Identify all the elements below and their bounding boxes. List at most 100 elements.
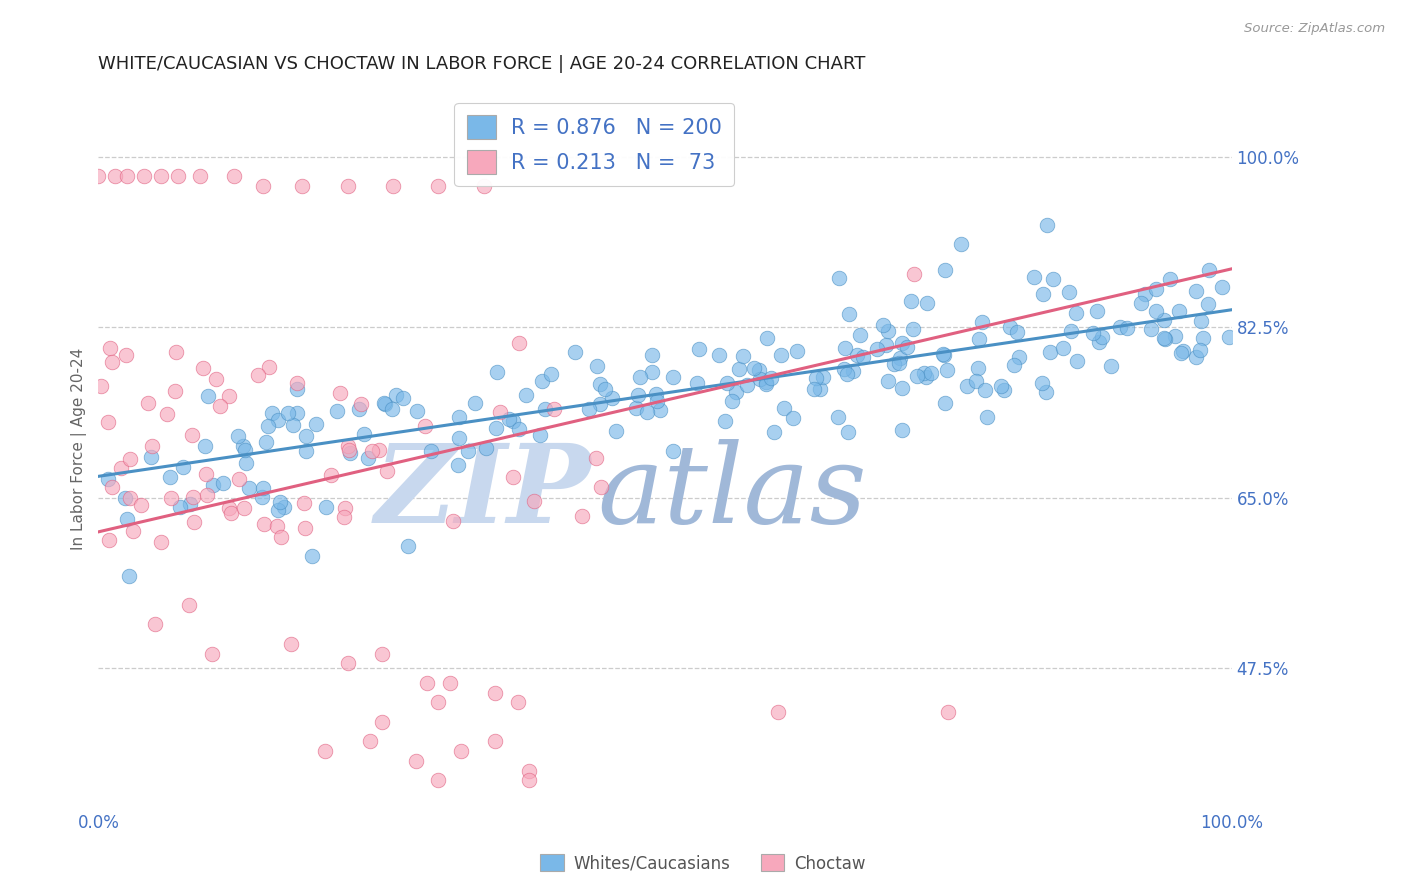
- Point: [336, 657, 359, 671]
- Point: [256, 419, 278, 434]
- Point: [143, 617, 166, 632]
- Point: [1064, 306, 1087, 320]
- Point: [413, 418, 436, 433]
- Point: [515, 388, 537, 402]
- Point: [903, 322, 925, 336]
- Point: [353, 426, 375, 441]
- Point: [756, 331, 779, 345]
- Point: [770, 348, 793, 362]
- Point: [204, 372, 226, 386]
- Point: [122, 524, 145, 538]
- Point: [333, 500, 356, 515]
- Point: [233, 443, 256, 458]
- Point: [374, 396, 396, 410]
- Point: [149, 169, 172, 184]
- Point: [834, 341, 856, 355]
- Point: [110, 460, 132, 475]
- Point: [488, 405, 510, 419]
- Point: [201, 647, 224, 661]
- Point: [1144, 303, 1167, 318]
- Point: [232, 440, 254, 454]
- Point: [748, 371, 770, 385]
- Point: [786, 343, 808, 358]
- Point: [517, 764, 540, 778]
- Point: [262, 406, 284, 420]
- Point: [605, 424, 627, 438]
- Point: [564, 345, 586, 359]
- Point: [396, 540, 419, 554]
- Point: [165, 384, 187, 399]
- Point: [508, 335, 530, 350]
- Point: [934, 262, 956, 277]
- Point: [828, 271, 851, 285]
- Text: Source: ZipAtlas.com: Source: ZipAtlas.com: [1244, 22, 1385, 36]
- Point: [877, 374, 900, 388]
- Point: [993, 383, 1015, 397]
- Point: [998, 320, 1021, 334]
- Point: [1052, 341, 1074, 355]
- Point: [484, 734, 506, 748]
- Point: [644, 386, 666, 401]
- Point: [742, 361, 765, 376]
- Point: [1198, 262, 1220, 277]
- Point: [406, 404, 429, 418]
- Point: [120, 451, 142, 466]
- Point: [392, 391, 415, 405]
- Point: [115, 348, 138, 362]
- Point: [90, 378, 112, 392]
- Point: [970, 315, 993, 329]
- Point: [508, 422, 530, 436]
- Point: [339, 446, 361, 460]
- Point: [228, 429, 250, 443]
- Text: ZIP: ZIP: [375, 439, 592, 546]
- Point: [523, 493, 546, 508]
- Point: [1081, 326, 1104, 340]
- Point: [1144, 282, 1167, 296]
- Point: [277, 406, 299, 420]
- Point: [1185, 284, 1208, 298]
- Point: [270, 530, 292, 544]
- Point: [586, 359, 609, 374]
- Point: [1197, 296, 1219, 310]
- Point: [212, 476, 235, 491]
- Point: [589, 397, 612, 411]
- Point: [100, 341, 122, 355]
- Point: [707, 348, 730, 362]
- Point: [208, 400, 231, 414]
- Point: [484, 685, 506, 699]
- Point: [447, 431, 470, 445]
- Point: [1140, 321, 1163, 335]
- Point: [640, 348, 662, 362]
- Point: [1091, 330, 1114, 344]
- Point: [543, 402, 565, 417]
- Point: [1159, 272, 1181, 286]
- Point: [360, 444, 382, 458]
- Point: [967, 332, 990, 346]
- Point: [772, 401, 794, 415]
- Point: [1218, 330, 1240, 344]
- Point: [120, 491, 142, 505]
- Point: [218, 389, 240, 403]
- Point: [177, 598, 200, 612]
- Point: [472, 179, 495, 194]
- Point: [837, 367, 859, 381]
- Point: [852, 350, 875, 364]
- Point: [319, 468, 342, 483]
- Point: [373, 396, 395, 410]
- Point: [195, 487, 218, 501]
- Point: [912, 366, 935, 380]
- Point: [100, 480, 122, 494]
- Point: [252, 481, 274, 495]
- Point: [195, 467, 218, 482]
- Point: [891, 423, 914, 437]
- Point: [1005, 325, 1028, 339]
- Point: [367, 443, 389, 458]
- Point: [645, 394, 668, 409]
- Point: [305, 417, 328, 431]
- Point: [285, 405, 308, 419]
- Point: [350, 396, 373, 410]
- Point: [294, 521, 316, 535]
- Point: [301, 549, 323, 564]
- Point: [1008, 350, 1031, 364]
- Point: [713, 414, 735, 428]
